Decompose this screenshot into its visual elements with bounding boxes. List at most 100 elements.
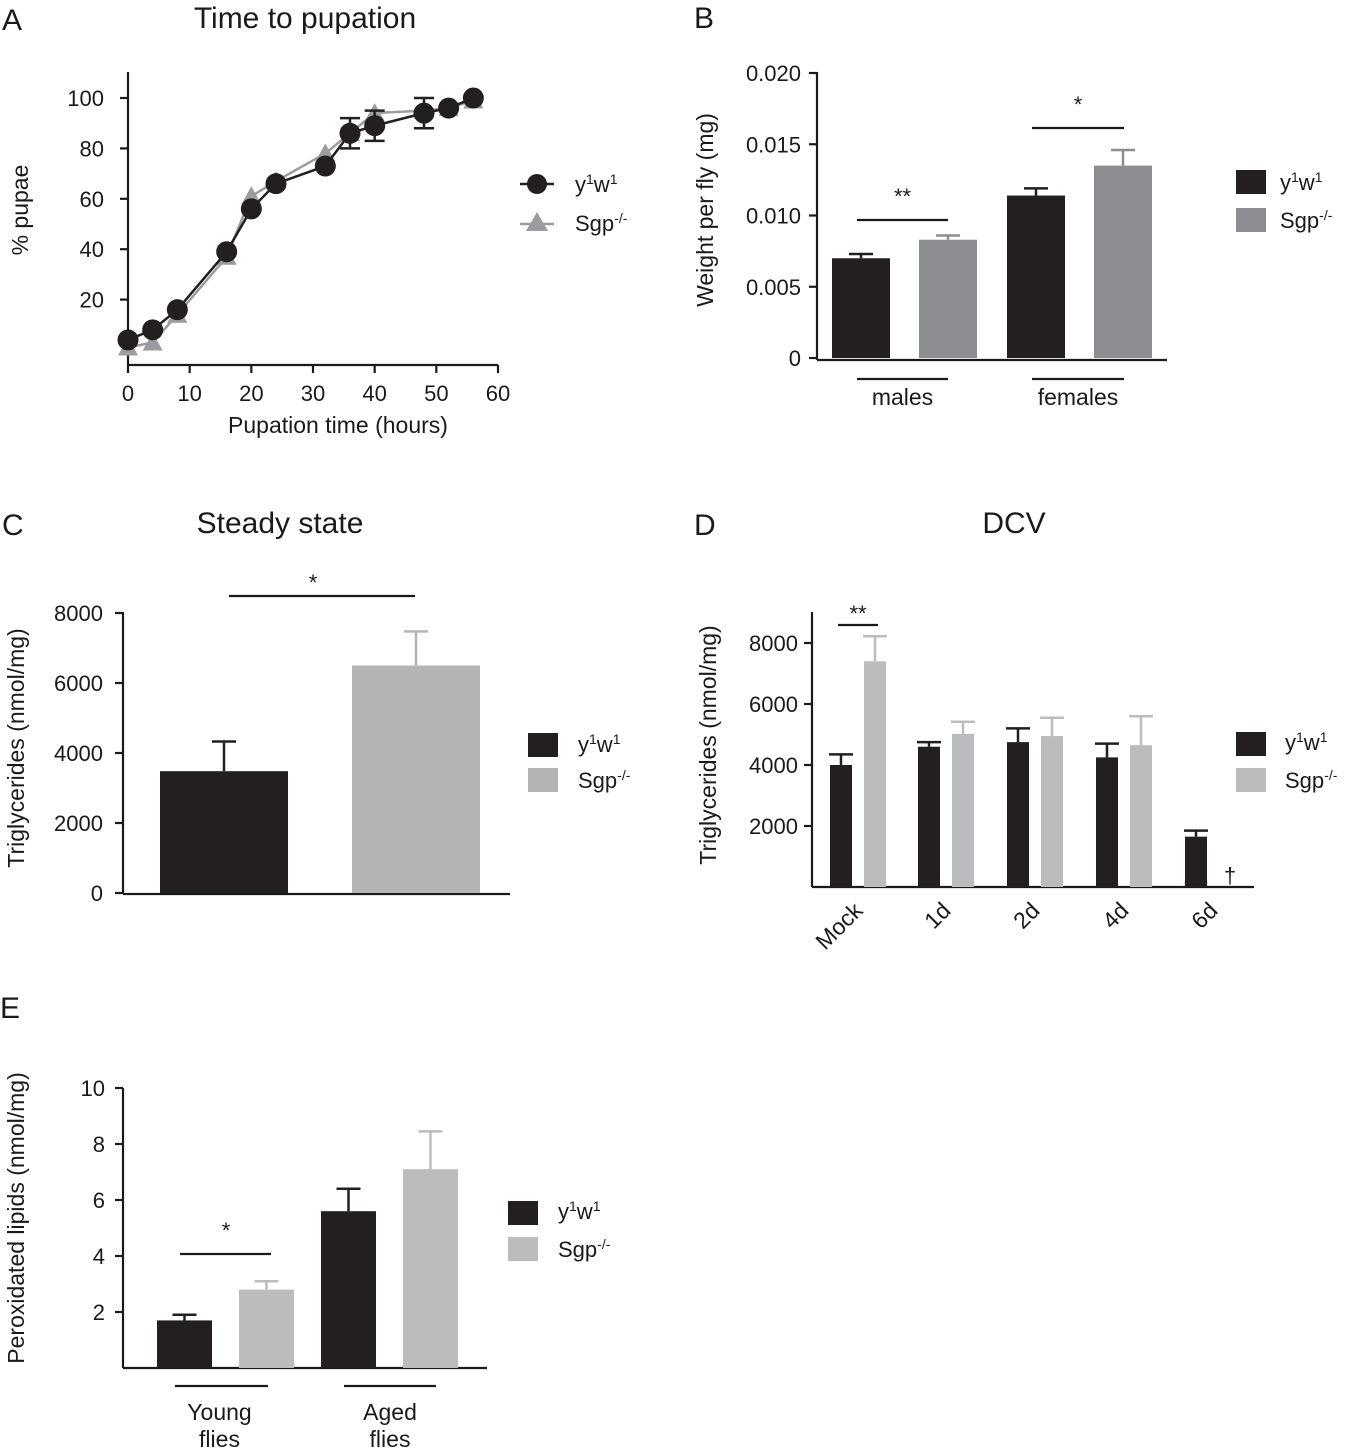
data-point-y1w1 <box>462 87 484 109</box>
data-point-sgp <box>142 332 163 351</box>
data-point-y1w1 <box>166 299 188 321</box>
y-tick-label: 8000 <box>54 601 103 626</box>
bar-y1w1-males <box>832 258 890 358</box>
significance-marker: ** <box>849 601 867 626</box>
legend-swatch-y1w1 <box>1236 732 1266 756</box>
bar-sgp-young <box>239 1289 294 1368</box>
group-label: females <box>1038 384 1119 410</box>
panel-d-legend: y1w1 Sgp-/- <box>1236 729 1338 793</box>
panel-a-series <box>117 87 484 356</box>
data-point-y1w1 <box>438 97 460 119</box>
dead-dagger-marker: † <box>1224 863 1236 888</box>
panel-d: D DCV 2000 4000 6000 8000 Mock 1d 2d 4d 6d ** † Tr… <box>694 507 1338 954</box>
panel-b-letter: B <box>694 2 714 35</box>
y-tick-label: 20 <box>80 288 104 313</box>
bar-y1w1-2d <box>1007 742 1029 887</box>
y-tick-label: 60 <box>80 187 104 212</box>
panel-e-bars <box>157 1130 458 1368</box>
y-tick-label: 0.015 <box>746 132 801 157</box>
y-tick-label: 40 <box>80 237 104 262</box>
panel-c-legend-sgp: Sgp-/- <box>578 767 631 793</box>
bar-sgp-aged <box>403 1169 458 1368</box>
significance-marker: * <box>222 1218 231 1243</box>
data-point-y1w1 <box>364 115 386 137</box>
bar-sgp-1d <box>952 733 974 887</box>
group-label-line2: flies <box>199 1426 240 1452</box>
bar-sgp <box>352 665 480 893</box>
bar-y1w1 <box>160 771 288 893</box>
panel-d-bars <box>829 635 1208 887</box>
panel-c-axes: 0 2000 4000 6000 8000 * <box>54 570 510 906</box>
x-tick-label: 0 <box>122 381 134 406</box>
bar-y1w1-females <box>1007 195 1065 358</box>
legend-triangle-marker <box>526 212 548 231</box>
legend-swatch-sgp <box>1236 208 1266 232</box>
y-tick-label: 6000 <box>749 692 798 717</box>
bar-sgp-Mock <box>864 661 886 887</box>
data-point-y1w1 <box>240 198 262 220</box>
y-tick-label: 2000 <box>54 811 103 836</box>
data-point-y1w1 <box>117 329 139 351</box>
panel-a-legend-sgp: Sgp-/- <box>575 210 628 236</box>
panel-e-ylabel: Peroxidated lipids (nmol/mg) <box>3 1072 29 1363</box>
y-tick-label: 2 <box>93 1300 105 1325</box>
legend-swatch-sgp <box>1236 768 1266 792</box>
x-tick-label: 20 <box>239 381 263 406</box>
y-tick-label: 4000 <box>749 753 798 778</box>
bar-y1w1-aged <box>321 1211 376 1368</box>
y-tick-label: 0.020 <box>746 61 801 86</box>
y-tick-label: 0 <box>789 346 801 371</box>
y-tick-label: 4000 <box>54 741 103 766</box>
data-point-y1w1 <box>339 122 361 144</box>
group-label-line1: Aged <box>363 1399 417 1425</box>
panel-e-legend-sgp: Sgp-/- <box>558 1236 611 1262</box>
legend-swatch-y1w1 <box>528 733 558 757</box>
y-tick-label: 10 <box>81 1076 105 1101</box>
panel-b-legend-y1w1: y1w1 <box>1280 169 1323 195</box>
y-tick-label: 6 <box>93 1188 105 1213</box>
legend-swatch-sgp <box>508 1237 538 1261</box>
panel-c: C Steady state 0 2000 4000 6000 8000 * Trigly… <box>2 507 631 906</box>
y-tick-label: 8 <box>93 1132 105 1157</box>
x-tick-label: 10 <box>177 381 201 406</box>
y-tick-label: 2000 <box>749 814 798 839</box>
panel-a-legend: y1w1 Sgp-/- <box>520 171 628 236</box>
bar-sgp-2d <box>1041 736 1063 887</box>
panel-e-legend: y1w1 Sgp-/- <box>508 1198 611 1262</box>
category-label: Mock <box>810 897 868 955</box>
y-tick-label: 100 <box>67 86 104 111</box>
x-tick-label: 40 <box>362 381 386 406</box>
bar-y1w1-4d <box>1096 757 1118 887</box>
data-point-y1w1 <box>142 319 164 341</box>
data-point-y1w1 <box>314 155 336 177</box>
panel-d-title: DCV <box>982 507 1045 540</box>
panel-d-letter: D <box>694 509 716 542</box>
y-tick-label: 80 <box>80 136 104 161</box>
y-tick-label: 0.005 <box>746 275 801 300</box>
panel-d-ylabel: Triglycerides (nmol/mg) <box>695 625 721 864</box>
bar-y1w1-young <box>157 1320 212 1368</box>
panel-d-legend-sgp: Sgp-/- <box>1285 767 1338 793</box>
bar-y1w1-1d <box>918 746 940 887</box>
bar-y1w1-Mock <box>830 765 852 887</box>
bar-sgp-females <box>1094 165 1152 358</box>
panel-a-title: Time to pupation <box>194 2 416 35</box>
panel-a-legend-y1w1: y1w1 <box>575 171 618 197</box>
data-point-y1w1 <box>265 173 287 195</box>
category-label: 1d <box>919 897 955 933</box>
panel-c-title: Steady state <box>197 507 364 540</box>
panel-b-bars <box>832 148 1152 358</box>
legend-circle-marker <box>527 174 547 194</box>
group-label-line1: Young <box>187 1399 251 1425</box>
x-tick-label: 50 <box>424 381 448 406</box>
x-tick-label: 60 <box>486 381 510 406</box>
legend-swatch-sgp <box>528 768 558 792</box>
y-tick-label: 6000 <box>54 671 103 696</box>
y-tick-label: 8000 <box>749 631 798 656</box>
x-tick-label: 30 <box>301 381 325 406</box>
y-tick-label: 4 <box>93 1244 105 1269</box>
panel-d-axes: 2000 4000 6000 8000 Mock 1d 2d 4d 6d ** † <box>749 601 1254 954</box>
y-tick-label: 0.010 <box>746 204 801 229</box>
